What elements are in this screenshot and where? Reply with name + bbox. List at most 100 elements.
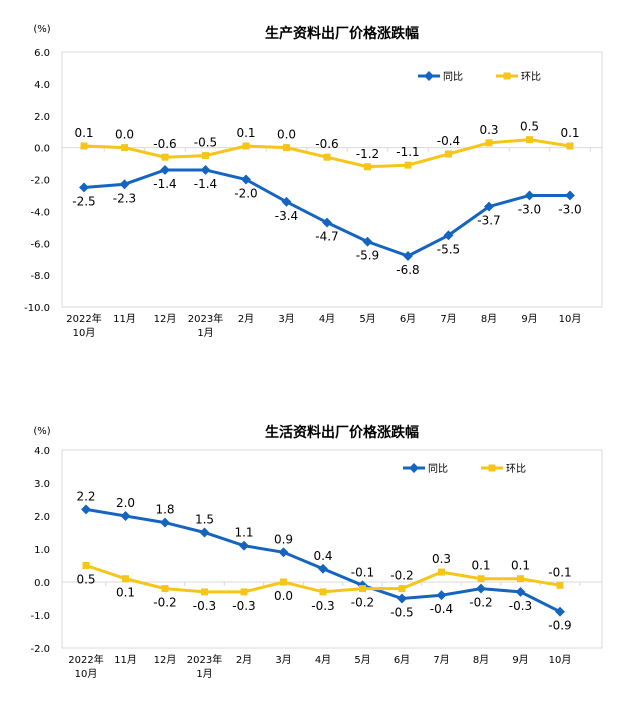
data-label: -1.2 (356, 147, 379, 161)
data-label: -1.4 (194, 177, 217, 191)
data-point (281, 196, 292, 207)
x-tick-label: 1月 (197, 327, 213, 339)
data-label: 0.0 (115, 128, 134, 142)
legend-marker (503, 72, 511, 80)
x-tick-label: 8月 (481, 313, 497, 325)
data-point (283, 144, 290, 152)
x-tick-label: 2月 (236, 654, 252, 666)
data-point (476, 583, 486, 594)
data-point (160, 164, 170, 175)
data-label: -6.8 (396, 263, 419, 277)
data-point (398, 585, 406, 593)
data-point (120, 511, 131, 521)
data-point (160, 517, 170, 528)
data-label: 0.0 (277, 128, 296, 142)
data-label: 0.4 (313, 549, 332, 563)
data-label: -0.4 (430, 602, 453, 616)
legend-label: 环比 (521, 71, 541, 83)
x-tick-label: 2022年 (66, 312, 101, 325)
data-label: -0.5 (194, 136, 217, 150)
data-point (119, 179, 130, 190)
data-label: 0.3 (432, 552, 451, 566)
data-label: -3.0 (558, 202, 581, 216)
y-tick-label: -1.0 (30, 611, 50, 622)
data-label: -1.4 (153, 177, 176, 191)
legend-marker (409, 463, 419, 473)
data-label: 2.2 (76, 489, 95, 503)
data-label: 0.1 (511, 559, 530, 573)
data-point (556, 581, 564, 589)
x-tick-label: 2022年 (68, 653, 103, 666)
data-point (436, 590, 447, 601)
data-label: -4.7 (315, 230, 338, 244)
x-tick-label: 10月 (73, 327, 96, 339)
data-point (565, 190, 575, 201)
plot-area (61, 51, 603, 308)
data-label: 2.0 (116, 496, 135, 510)
data-point (517, 575, 524, 583)
x-tick-label: 10月 (549, 654, 572, 666)
data-label: 0.1 (236, 126, 255, 140)
y-tick-label: 6.0 (34, 48, 50, 59)
x-tick-label: 10月 (559, 313, 582, 325)
x-tick-label: 12月 (154, 654, 177, 666)
x-tick-label: 12月 (154, 313, 177, 325)
chart-0: 生产资料出厂价格涨跌幅 (%) 6.0 4.0 2.0 0.0 -2.0 -4.0 -6.0 -8… (24, 24, 603, 339)
data-point (199, 527, 210, 538)
data-label: -0.1 (548, 565, 571, 579)
data-label: 1.8 (155, 503, 174, 517)
data-label: 0.5 (76, 573, 95, 587)
y-tick-label: 0.0 (34, 578, 50, 589)
data-point (201, 588, 208, 596)
x-tick-label: 3月 (278, 313, 294, 325)
data-point (524, 190, 535, 201)
data-label: 0.1 (471, 559, 490, 573)
data-label: -0.2 (469, 596, 492, 610)
data-label: -0.9 (548, 619, 571, 633)
y-tick-label: 2.0 (34, 112, 50, 123)
data-point (161, 153, 169, 161)
data-point (121, 144, 128, 152)
data-label: -0.5 (390, 606, 413, 620)
data-label: -0.4 (437, 134, 460, 148)
data-label: -0.3 (509, 599, 532, 613)
data-point (79, 182, 89, 193)
x-tick-label: 5月 (354, 654, 370, 666)
data-label: 1.5 (195, 513, 214, 527)
data-point (242, 142, 250, 150)
data-label: 0.1 (560, 126, 579, 140)
data-label: 0.3 (479, 123, 498, 137)
data-label: -0.3 (193, 599, 216, 613)
data-point (161, 585, 169, 593)
y-tick-label: -2.0 (30, 644, 50, 655)
x-tick-label: 4月 (319, 313, 335, 325)
y-tick-label: -6.0 (30, 239, 50, 250)
data-label: 0.9 (274, 532, 293, 546)
data-label: 0.1 (74, 126, 93, 140)
y-tick-label: -2.0 (30, 176, 50, 187)
data-point (122, 575, 129, 583)
x-tick-label: 11月 (113, 313, 136, 325)
data-label: 0.5 (520, 120, 539, 134)
data-point (80, 142, 88, 150)
data-label: -3.4 (275, 209, 298, 223)
legend-label: 同比 (443, 71, 463, 83)
data-label: -2.0 (234, 187, 257, 201)
y-tick-label: -4.0 (30, 207, 50, 218)
data-point (555, 606, 565, 617)
legend-label: 环比 (506, 463, 526, 475)
data-label: -2.5 (72, 194, 95, 208)
data-point (404, 161, 412, 169)
data-point (202, 152, 209, 160)
y-tick-label: -8.0 (30, 271, 50, 282)
data-label: -0.3 (311, 599, 334, 613)
data-point (445, 150, 452, 158)
y-axis-unit: (%) (33, 24, 50, 35)
data-point (240, 588, 248, 596)
data-point (485, 139, 493, 147)
x-tick-label: 4月 (315, 654, 331, 666)
data-point (526, 136, 533, 144)
x-tick-label: 3月 (275, 654, 291, 666)
chart-1: 生活资料出厂价格涨跌幅 (%) 4.0 3.0 2.0 1.0 0.0 -1.0 -2.0 202… (30, 424, 603, 680)
x-tick-label: 10月 (75, 668, 98, 680)
